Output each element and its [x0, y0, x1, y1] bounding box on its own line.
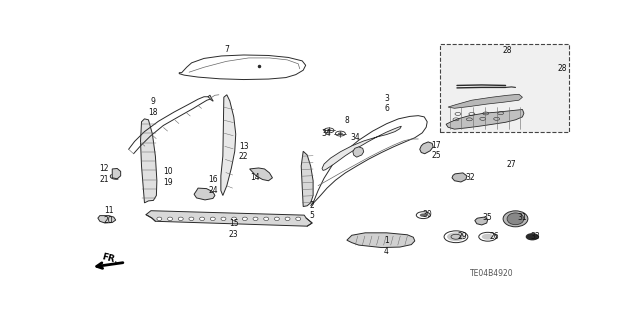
Text: 26: 26 [490, 232, 499, 241]
Polygon shape [322, 126, 401, 170]
Ellipse shape [157, 217, 162, 220]
Polygon shape [347, 233, 415, 248]
Polygon shape [446, 109, 524, 129]
Ellipse shape [243, 217, 247, 220]
Text: 17
25: 17 25 [431, 141, 441, 160]
Circle shape [420, 213, 427, 217]
Polygon shape [452, 173, 467, 182]
Text: 34: 34 [350, 133, 360, 142]
Polygon shape [448, 94, 522, 108]
Ellipse shape [200, 217, 205, 220]
Text: 30: 30 [422, 210, 432, 219]
Ellipse shape [168, 217, 173, 220]
Text: 35: 35 [483, 212, 493, 222]
Polygon shape [141, 119, 157, 203]
Ellipse shape [179, 217, 183, 220]
Polygon shape [146, 211, 312, 226]
Polygon shape [301, 151, 313, 206]
FancyBboxPatch shape [440, 44, 568, 132]
Polygon shape [475, 217, 488, 225]
Text: 3
6: 3 6 [384, 94, 389, 113]
Text: 27: 27 [507, 160, 516, 168]
Text: 11
20: 11 20 [104, 206, 113, 225]
Text: 8: 8 [344, 116, 349, 125]
Ellipse shape [189, 217, 194, 220]
Ellipse shape [253, 217, 258, 220]
Circle shape [482, 234, 493, 240]
Ellipse shape [264, 217, 269, 220]
Text: 34: 34 [321, 129, 331, 138]
Text: 29: 29 [457, 232, 467, 241]
Ellipse shape [507, 213, 524, 225]
Text: 7: 7 [224, 45, 228, 54]
Text: 28: 28 [557, 64, 567, 73]
Text: 31: 31 [518, 212, 527, 222]
Ellipse shape [296, 217, 301, 220]
Text: 1
4: 1 4 [384, 236, 389, 256]
Circle shape [326, 129, 332, 132]
Circle shape [447, 232, 465, 241]
Polygon shape [112, 168, 121, 179]
Ellipse shape [285, 217, 290, 220]
Ellipse shape [211, 217, 215, 220]
Polygon shape [353, 147, 364, 157]
Text: 16
24: 16 24 [208, 175, 218, 195]
Circle shape [527, 234, 538, 240]
Ellipse shape [503, 211, 528, 227]
Ellipse shape [221, 217, 226, 220]
Ellipse shape [232, 217, 237, 220]
Text: 12
21: 12 21 [99, 164, 109, 183]
Polygon shape [250, 168, 273, 181]
Text: 28: 28 [503, 46, 512, 55]
Text: FR.: FR. [100, 252, 119, 265]
Text: 14: 14 [250, 173, 259, 182]
Ellipse shape [275, 217, 279, 220]
Text: 2
5: 2 5 [310, 201, 315, 220]
Text: 9
18: 9 18 [148, 97, 158, 117]
Text: 15
23: 15 23 [229, 219, 239, 239]
Polygon shape [98, 216, 116, 223]
Polygon shape [194, 188, 215, 200]
Polygon shape [221, 95, 236, 196]
Text: 32: 32 [465, 173, 475, 182]
Text: 13
22: 13 22 [239, 142, 248, 161]
Text: 33: 33 [531, 232, 540, 241]
Text: 10
19: 10 19 [163, 167, 173, 187]
Text: TE04B4920: TE04B4920 [470, 269, 513, 278]
Polygon shape [420, 142, 433, 154]
Circle shape [338, 132, 343, 135]
